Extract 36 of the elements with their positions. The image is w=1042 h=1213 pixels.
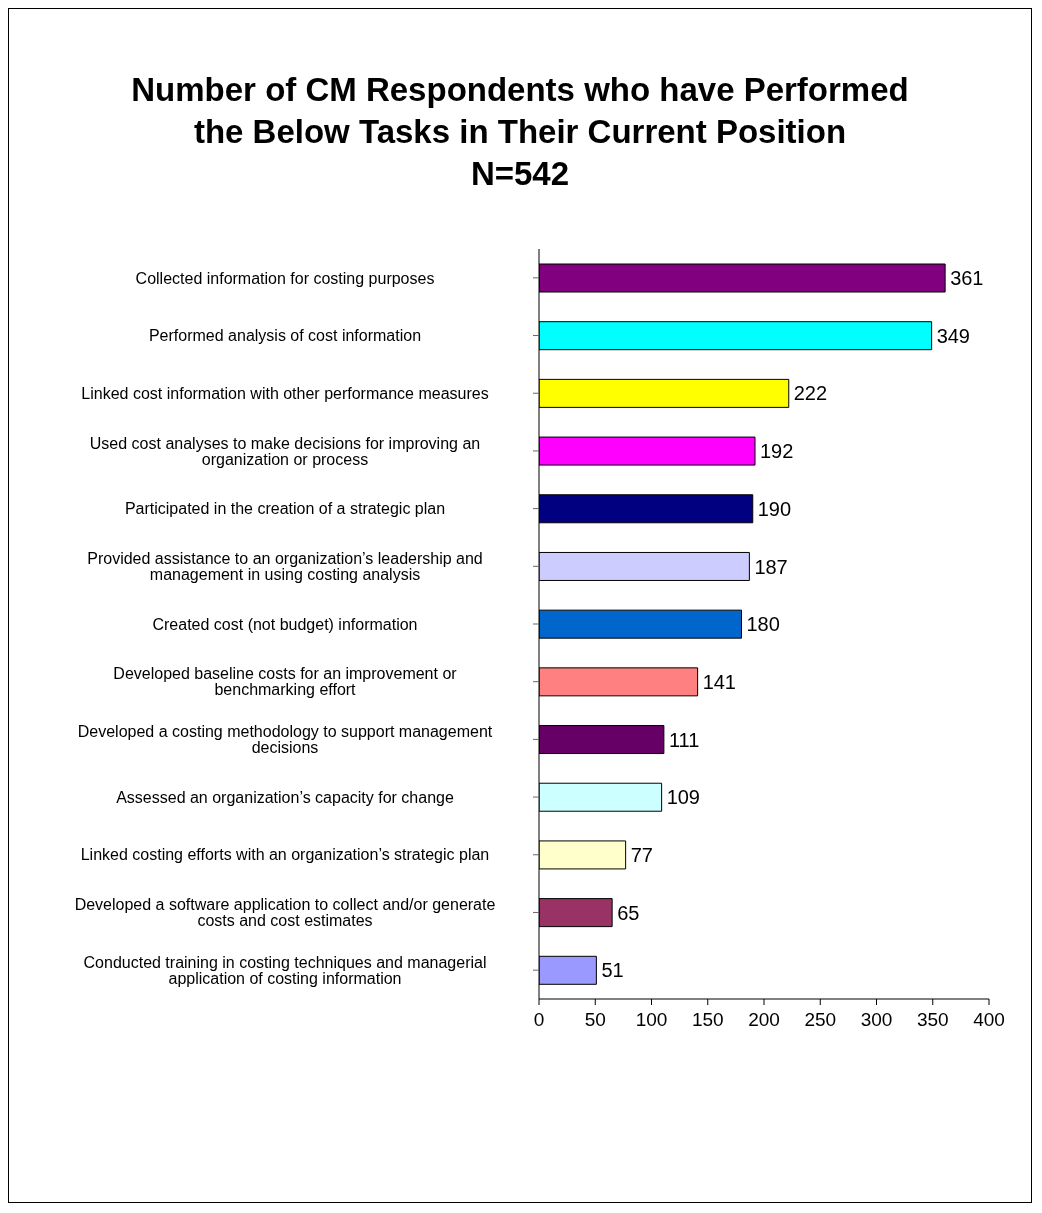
x-tick-label: 100 xyxy=(635,1009,668,1031)
x-tick-label: 400 xyxy=(973,1009,1005,1031)
y-tick-label: Developed baseline costs for an improvement or benchmarking effort xyxy=(113,665,458,699)
data-label: 192 xyxy=(760,440,794,463)
y-tick-label: Participated in the creation of a strategic plan xyxy=(124,500,446,518)
x-tick-label: 250 xyxy=(804,1009,837,1031)
chart-title: Number of CM Respondents who have Performed the Below Tasks in Their Current Position N=542 xyxy=(130,70,910,194)
y-tick-label: Provided assistance to an organization’s leadership and management in using costing analysis xyxy=(87,549,483,583)
data-label: 109 xyxy=(666,786,700,809)
data-label: 361 xyxy=(950,267,984,290)
y-tick-label: Linked cost information with other performance measures xyxy=(81,384,489,402)
y-tick-label: Used cost analyses to make decisions for improving an organization or process xyxy=(89,434,481,468)
data-label: 180 xyxy=(746,613,780,636)
y-tick-label: Conducted training in costing techniques and managerial application of costing information xyxy=(83,953,487,987)
y-tick-label: Assessed an organization’s capacity for change xyxy=(116,788,454,806)
x-tick-label: 0 xyxy=(533,1009,545,1031)
x-tick-label: 50 xyxy=(584,1009,606,1031)
y-tick-label: Developed a costing methodology to support management decisions xyxy=(77,723,493,757)
x-tick-label: 200 xyxy=(748,1009,780,1031)
data-label: 349 xyxy=(936,324,970,347)
data-label: 187 xyxy=(754,555,788,578)
data-label: 51 xyxy=(601,959,624,982)
data-label: 222 xyxy=(793,382,828,405)
x-tick-label: 150 xyxy=(691,1009,724,1031)
x-tick-label: 350 xyxy=(916,1009,949,1031)
data-label: 77 xyxy=(630,844,653,867)
data-label: 141 xyxy=(702,670,736,693)
y-tick-label: Created cost (not budget) information xyxy=(152,615,418,633)
data-label: 111 xyxy=(668,728,700,751)
y-tick-label: Linked costing efforts with an organization’s strategic plan xyxy=(80,846,490,864)
y-tick-label: Performed analysis of cost information xyxy=(148,327,422,345)
y-tick-label: Developed a software application to collect and/or generate costs and cost estimates xyxy=(74,896,496,930)
x-tick-label: 300 xyxy=(860,1009,893,1031)
data-label: 65 xyxy=(617,901,640,924)
data-label: 190 xyxy=(757,497,792,520)
y-tick-label: Collected information for costing purposes xyxy=(135,269,435,287)
